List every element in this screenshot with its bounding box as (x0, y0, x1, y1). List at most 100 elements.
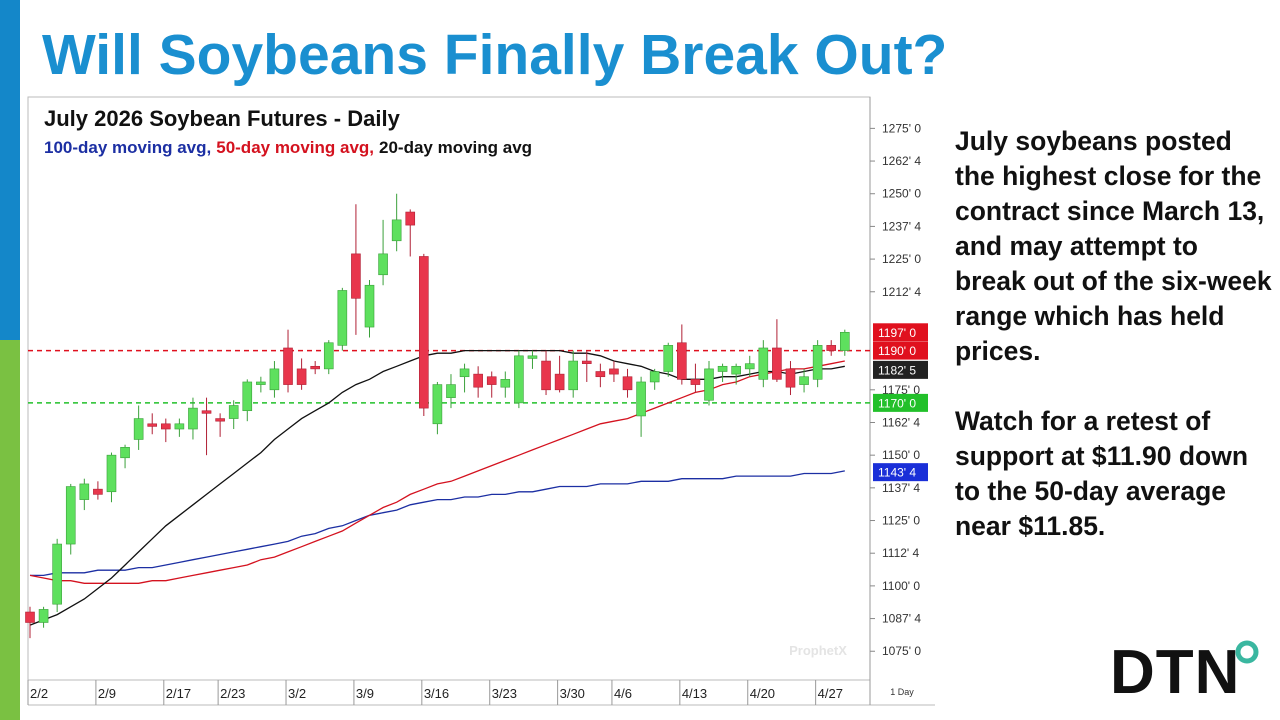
candle-body (419, 256, 429, 409)
y-tick-label: 1275' 0 (882, 121, 921, 135)
candle-body (93, 488, 103, 495)
x-tick-label: 2/23 (220, 686, 245, 701)
candle-body (106, 454, 117, 493)
moving-average (30, 470, 845, 577)
commentary-text: Watch for a retest of support at $11.90 … (955, 406, 1249, 541)
candle-body (812, 345, 823, 380)
candle-body (38, 609, 49, 623)
price-tag (873, 323, 928, 342)
price-tag (873, 341, 928, 360)
price-tag (873, 393, 928, 412)
candle-body (432, 384, 443, 425)
y-tick-label: 1125' 0 (882, 514, 920, 528)
price-tag-label: 1197' 0 (878, 326, 916, 340)
candle-body (337, 290, 348, 346)
y-tick-label: 1237' 4 (882, 219, 921, 233)
candle-body (486, 376, 497, 385)
x-tick-label: 2/2 (30, 686, 48, 701)
y-tick-label: 1162' 4 (882, 415, 920, 429)
candle-body (677, 342, 687, 380)
candle-body (799, 376, 809, 385)
candle-body (514, 355, 524, 404)
y-tick-label: 1250' 0 (882, 187, 921, 201)
y-tick-label: 1175' 0 (882, 383, 920, 397)
price-tag (873, 360, 928, 379)
candle-body (663, 345, 674, 372)
x-tick-label: 3/9 (356, 686, 374, 701)
chart-title: July 2026 Soybean Futures - Daily (44, 106, 401, 131)
watermark: ProphetX (789, 643, 847, 658)
x-tick-label: 4/13 (682, 686, 707, 701)
candle-body (717, 365, 728, 372)
candle-body (527, 355, 538, 359)
price-tag-label: 1190' 0 (878, 344, 916, 358)
legend-entry: 100-day moving avg, (44, 138, 211, 157)
price-tag-label: 1182' 5 (878, 363, 916, 377)
candle-body (581, 360, 592, 364)
candle-body (351, 253, 361, 299)
candle-body (364, 284, 375, 328)
candle-body (52, 543, 62, 605)
logo-dot (1235, 640, 1259, 664)
candle-body (296, 368, 307, 385)
candle-body (649, 371, 660, 383)
x-tick-label: 3/16 (424, 686, 449, 701)
candle-body (147, 423, 158, 427)
y-tick-label: 1150' 0 (882, 448, 920, 462)
y-tick-label: 1112' 4 (882, 546, 920, 560)
y-tick-label: 1137' 4 (882, 481, 920, 495)
candle-body (65, 486, 76, 545)
x-tick-label: 3/30 (560, 686, 585, 701)
y-tick-label: 1100' 0 (882, 579, 920, 593)
y-tick-label: 1075' 0 (882, 644, 921, 658)
candle-body (256, 381, 266, 385)
candle-body (595, 371, 606, 378)
candle-body (568, 360, 579, 391)
candle-body (310, 365, 320, 370)
candle-body (731, 365, 741, 375)
candle-body (269, 368, 280, 391)
candle-body (25, 611, 35, 623)
candle-body (215, 418, 225, 422)
candle-body (188, 407, 198, 430)
candle-body (609, 368, 619, 375)
candle-body (785, 368, 796, 388)
legend: 100-day moving avg, 50-day moving avg, 20-… (44, 138, 532, 157)
y-tick-label: 1212' 4 (882, 285, 921, 299)
candle-body (636, 381, 646, 417)
x-unit-label: 1 Day (890, 687, 914, 697)
accent-bar-blue (0, 0, 20, 340)
commentary-text: July soybeans posted the highest close f… (955, 126, 1272, 366)
accent-bar-green (0, 340, 20, 720)
x-tick-label: 3/23 (492, 686, 517, 701)
candle-body (120, 447, 130, 459)
candle-body (228, 405, 239, 419)
candle-body (541, 360, 551, 391)
candle-body (758, 347, 769, 380)
y-tick-label: 1225' 0 (882, 252, 921, 266)
candle-body (772, 347, 782, 380)
candle-body (839, 331, 850, 351)
candle-body (133, 418, 144, 440)
y-tick-label: 1262' 4 (882, 154, 921, 168)
candle-body (378, 253, 388, 276)
candle-body (826, 345, 837, 351)
price-tag-label: 1143' 4 (878, 466, 916, 480)
candle-body (161, 423, 171, 430)
candle-body (323, 342, 334, 370)
candle-body (283, 347, 293, 385)
candle-body (473, 373, 483, 388)
candle-body (391, 219, 402, 242)
candle-body (446, 384, 456, 398)
x-tick-label: 4/20 (750, 686, 775, 701)
candle-body (704, 368, 714, 401)
x-tick-label: 4/6 (614, 686, 632, 701)
price-tag (873, 463, 928, 482)
x-tick-label: 2/9 (98, 686, 116, 701)
candle-body (690, 379, 701, 385)
logo: DTN (1110, 638, 1240, 707)
candle-body (622, 376, 633, 391)
candle-body (174, 423, 185, 430)
